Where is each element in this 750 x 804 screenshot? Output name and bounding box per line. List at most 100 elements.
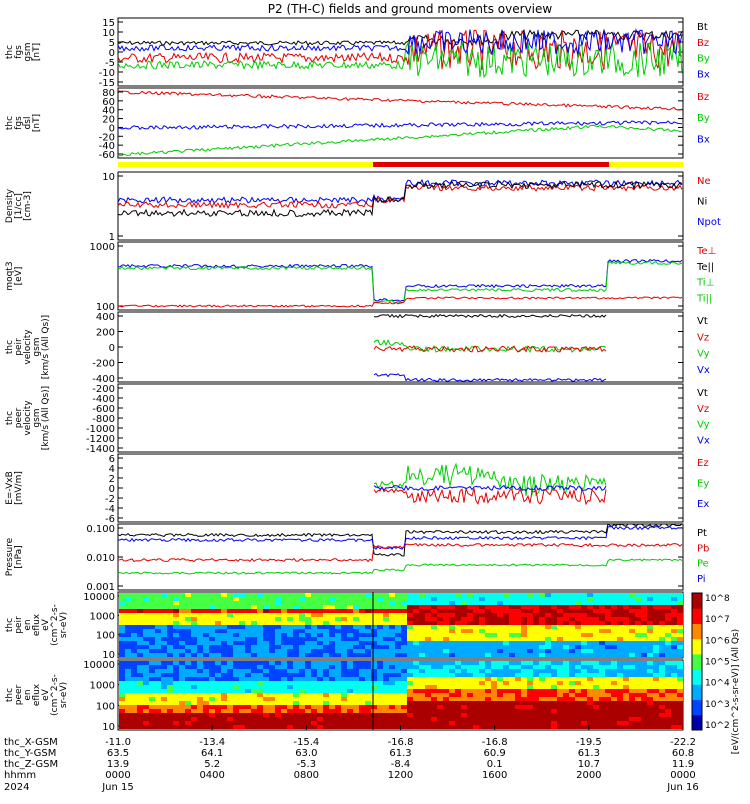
spectrogram-cell-peer bbox=[359, 693, 365, 697]
spectrogram-cell-peer bbox=[659, 665, 665, 669]
spectrogram-cell-peer bbox=[149, 681, 155, 685]
spectrogram-cell-peir bbox=[227, 613, 233, 617]
spectrogram-cell-peir bbox=[335, 653, 341, 657]
spectrogram-cell-peer bbox=[539, 665, 545, 669]
spectrogram-cell-peir bbox=[623, 617, 629, 621]
spectrogram-cell-peer bbox=[569, 717, 575, 721]
spectrogram-cell-peer bbox=[569, 689, 575, 693]
series-ez bbox=[373, 485, 607, 506]
spectrogram-cell-peir bbox=[203, 633, 209, 637]
spectrogram-cell-peer bbox=[671, 665, 677, 669]
spectrogram-cell-peer bbox=[155, 693, 161, 697]
spectrogram-cell-peer bbox=[269, 717, 275, 721]
spectrogram-cell-peer bbox=[191, 725, 197, 729]
spectrogram-cell-peer bbox=[479, 725, 485, 729]
spectrogram-cell-peir bbox=[341, 617, 347, 621]
spectrogram-cell-peir bbox=[143, 649, 149, 653]
spectrogram-cell-peir bbox=[659, 613, 665, 617]
spectrogram-cell-peir bbox=[431, 613, 437, 617]
spectrogram-cell-peer bbox=[521, 709, 527, 713]
spectrogram-cell-peir bbox=[155, 645, 161, 649]
spectrogram-cell-peer bbox=[287, 681, 293, 685]
spectrogram-cell-peer bbox=[497, 681, 503, 685]
spectrogram-cell-peir bbox=[275, 605, 281, 609]
spectrogram-cell-peir bbox=[545, 633, 551, 637]
spectrogram-cell-peer bbox=[317, 701, 323, 705]
spectrogram-cell-peer bbox=[377, 685, 383, 689]
spectrogram-cell-peer bbox=[629, 713, 635, 717]
spectrogram-cell-peer bbox=[443, 701, 449, 705]
spectrogram-cell-peer bbox=[515, 673, 521, 677]
spectrogram-cell-peir bbox=[449, 625, 455, 629]
spectrogram-cell-peer bbox=[155, 709, 161, 713]
spectrogram-cell-peir bbox=[191, 593, 197, 597]
spectrogram-cell-peer bbox=[287, 709, 293, 713]
spectrogram-cell-peir bbox=[197, 645, 203, 649]
spectrogram-cell-peir bbox=[443, 633, 449, 637]
spectrogram-cell-peer bbox=[527, 673, 533, 677]
spectrogram-cell-peir bbox=[167, 649, 173, 653]
spectrogram-cell-peer bbox=[335, 661, 341, 665]
spectrogram-cell-peer bbox=[563, 665, 569, 669]
spectrogram-cell-peir bbox=[329, 649, 335, 653]
spectrogram-cell-peer bbox=[455, 725, 461, 729]
spectrogram-cell-peer bbox=[323, 673, 329, 677]
ytick-label: -1200 bbox=[86, 434, 115, 445]
spectrogram-cell-peir bbox=[251, 621, 257, 625]
spectrogram-cell-peer bbox=[269, 705, 275, 709]
spectrogram-cell-peir bbox=[479, 625, 485, 629]
spectrogram-cell-peir bbox=[653, 613, 659, 617]
spectrogram-cell-peer bbox=[509, 725, 515, 729]
spectrogram-cell-peer bbox=[173, 713, 179, 717]
panel-ylabel: [km/s (All Qs)] bbox=[41, 386, 51, 450]
spectrogram-cell-peir bbox=[365, 617, 371, 621]
spectrogram-cell-peir bbox=[131, 629, 137, 633]
spectrogram-cell-peir bbox=[437, 601, 443, 605]
spectrogram-cell-peer bbox=[413, 669, 419, 673]
spectrogram-cell-peer bbox=[653, 673, 659, 677]
spectrogram-cell-peir bbox=[281, 621, 287, 625]
spectrogram-cell-peir bbox=[143, 605, 149, 609]
spectrogram-cell-peir bbox=[155, 613, 161, 617]
spectrogram-cell-peir bbox=[677, 633, 683, 637]
spectrogram-cell-peir bbox=[347, 649, 353, 653]
spectrogram-cell-peer bbox=[461, 721, 467, 725]
spectrogram-cell-peir bbox=[539, 645, 545, 649]
spectrogram-cell-peir bbox=[119, 637, 125, 641]
spectrogram-cell-peer bbox=[599, 705, 605, 709]
spectrogram-cell-peir bbox=[281, 597, 287, 601]
spectrogram-cell-peer bbox=[179, 685, 185, 689]
spectrogram-cell-peir bbox=[281, 617, 287, 621]
spectrogram-cell-peer bbox=[281, 673, 287, 677]
spectrogram-cell-peer bbox=[647, 725, 653, 729]
spectrogram-cell-peir bbox=[263, 649, 269, 653]
spectrogram-cell-peir bbox=[233, 641, 239, 645]
spectrogram-cell-peir bbox=[551, 649, 557, 653]
legend-entry: Ti⊥ bbox=[696, 278, 714, 289]
spectrogram-cell-peir bbox=[389, 641, 395, 645]
spectrogram-cell-peer bbox=[605, 681, 611, 685]
spectrogram-cell-peir bbox=[155, 649, 161, 653]
spectrogram-cell-peer bbox=[467, 665, 473, 669]
spectrogram-cell-peer bbox=[377, 689, 383, 693]
spectrogram-cell-peir bbox=[521, 597, 527, 601]
spectrogram-cell-peer bbox=[215, 669, 221, 673]
spectrogram-cell-peir bbox=[353, 613, 359, 617]
spectrogram-cell-peer bbox=[437, 681, 443, 685]
spectrogram-cell-peir bbox=[299, 625, 305, 629]
spectrogram-cell-peir bbox=[653, 637, 659, 641]
spectrogram-cell-peir bbox=[311, 605, 317, 609]
spectrogram-cell-peir bbox=[407, 605, 413, 609]
spectrogram-cell-peer bbox=[581, 697, 587, 701]
spectrogram-cell-peer bbox=[209, 669, 215, 673]
spectrogram-cell-peer bbox=[629, 697, 635, 701]
spectrogram-cell-peir bbox=[521, 593, 527, 597]
spectrogram-cell-peer bbox=[407, 661, 413, 665]
spectrogram-cell-peir bbox=[239, 629, 245, 633]
spectrogram-cell-peir bbox=[191, 621, 197, 625]
spectrogram-cell-peir bbox=[191, 645, 197, 649]
spectrogram-cell-peer bbox=[143, 709, 149, 713]
spectrogram-cell-peir bbox=[377, 649, 383, 653]
spectrogram-cell-peir bbox=[437, 629, 443, 633]
spectrogram-cell-peer bbox=[491, 693, 497, 697]
